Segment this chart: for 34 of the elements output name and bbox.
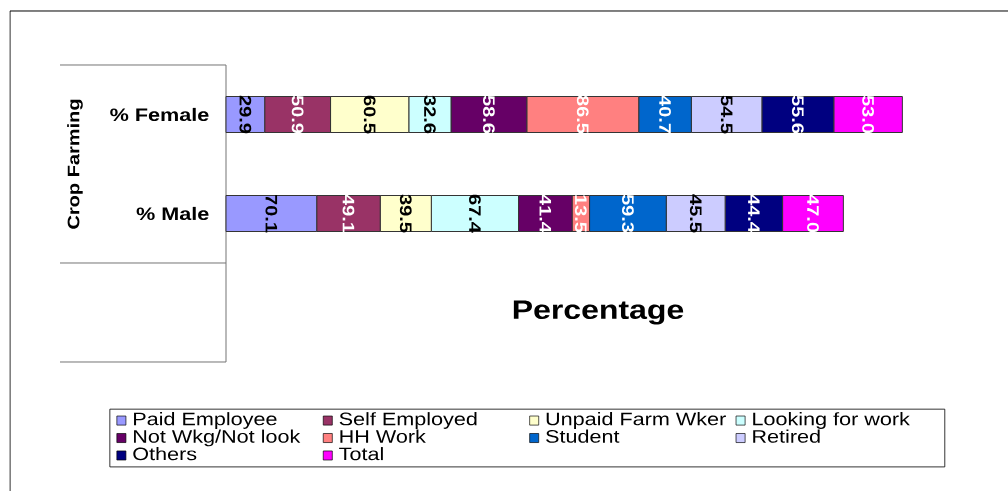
data-label: 54.5 <box>720 95 733 134</box>
legend-label: Student <box>546 429 620 443</box>
data-label: 32.6 <box>423 95 436 134</box>
data-label: 86.5 <box>576 95 589 134</box>
data-label: 60.5 <box>363 95 376 134</box>
data-label: 70.1 <box>265 194 278 233</box>
legend-label: Retired <box>753 429 820 443</box>
data-label: 40.7 <box>659 95 671 134</box>
data-label: 29.9 <box>239 95 252 134</box>
legend-label: Others <box>133 447 197 461</box>
data-label: 47.0 <box>807 194 819 233</box>
legend-label: Paid Employee <box>134 412 277 429</box>
data-label: 53.0 <box>862 95 874 134</box>
data-label: 13.5 <box>574 195 587 233</box>
legend-label: Unpaid Farm Wker <box>546 412 726 429</box>
legend-label: Not Wkg/Not look <box>134 429 301 447</box>
legend-label: Looking for work <box>753 412 910 429</box>
data-label: 39.5 <box>399 194 412 233</box>
y-tick-label: % Male <box>136 206 209 221</box>
legend-label: Self Employed <box>339 412 477 429</box>
y-tick-label: % Female <box>110 107 209 122</box>
data-label: 41.4 <box>539 194 552 233</box>
x-axis-title: Percentage <box>513 300 684 325</box>
data-label: 58.6 <box>482 95 495 134</box>
data-label: 67.4 <box>469 194 481 233</box>
legend-label: HH Work <box>340 429 426 443</box>
data-label: 49.1 <box>342 194 355 233</box>
legend-label: Total <box>339 447 383 461</box>
data-label: 44.4 <box>748 194 760 233</box>
data-label: 59.3 <box>621 194 634 233</box>
y-axis-title: Crop Farming <box>67 99 83 229</box>
data-label: 55.6 <box>791 95 804 134</box>
data-label: 45.5 <box>689 194 702 233</box>
data-label: 50.9 <box>291 95 304 134</box>
